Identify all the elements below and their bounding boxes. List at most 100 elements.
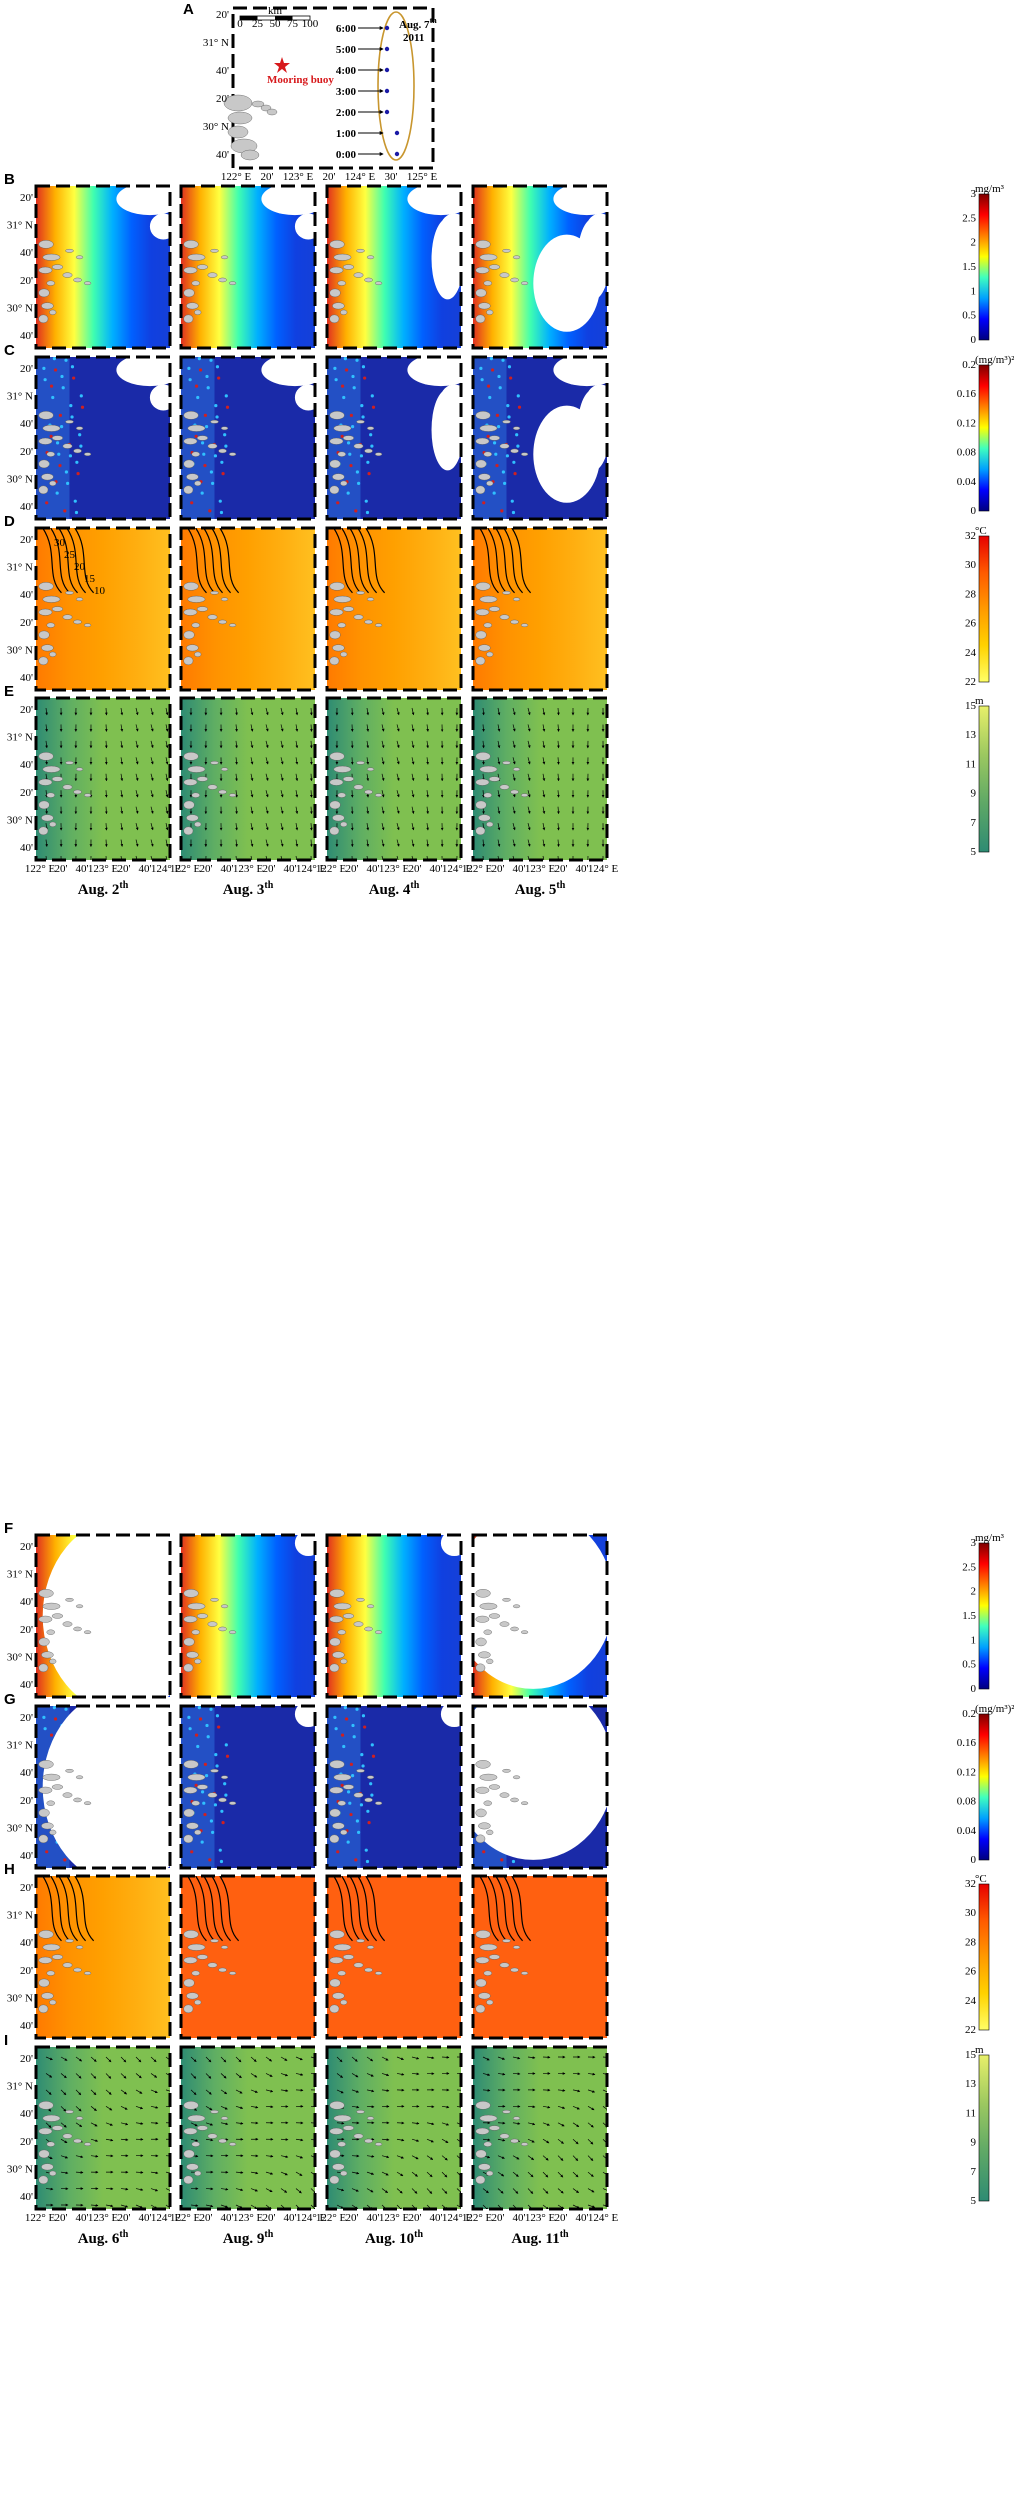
map-frame: [325, 1874, 463, 2040]
panel-a-lat-tick: 30° N: [203, 121, 229, 133]
lon-tick-label: 40': [284, 2212, 297, 2224]
colorbar-chl: [978, 193, 990, 341]
colorbar-tick-label: 11: [965, 758, 976, 770]
lat-tick-label: 20': [20, 1882, 33, 1894]
lat-tick-label: 40': [20, 1679, 33, 1691]
map-frame: [325, 2045, 463, 2211]
track-point: [384, 46, 390, 52]
lat-tick-label: 40': [20, 330, 33, 342]
colorbar-tick-label: 26: [965, 618, 977, 630]
colorbar-tick-label: 2.5: [962, 212, 976, 224]
lon-tick-label: 20': [118, 2212, 131, 2224]
lon-tick-label: 124° E: [442, 2212, 473, 2224]
panel-label-h: H: [4, 1861, 15, 1878]
lat-tick-label: 30° N: [7, 1992, 33, 2004]
map-frame: [325, 355, 463, 521]
map-frame: [471, 1874, 609, 2040]
lon-tick-label: 20': [492, 863, 505, 875]
lat-tick-label: 40': [20, 2020, 33, 2032]
lon-tick-label: 123° E: [379, 2212, 410, 2224]
colorbar-tick-label: 2: [971, 237, 977, 249]
lat-tick-label: 40': [20, 1767, 33, 1779]
lon-tick-label: 40': [367, 863, 380, 875]
colorbar-tick-label: 0: [971, 1683, 977, 1695]
track-point: [384, 25, 390, 31]
scalebar-tick: 75: [287, 18, 299, 30]
panel-a-lon-tick: 20': [323, 171, 336, 183]
lat-tick-label: 40': [20, 418, 33, 430]
lon-tick-label: 122° E: [316, 863, 347, 875]
lon-tick-label: 124° E: [151, 2212, 182, 2224]
colorbar-var: [978, 364, 990, 512]
lon-tick-label: 20': [555, 2212, 568, 2224]
map-frame: [471, 1533, 609, 1699]
lat-tick-label: 40': [20, 589, 33, 601]
panel-a-lon-tick: 30': [385, 171, 398, 183]
lat-tick-label: 20': [20, 704, 33, 716]
lon-tick-label: 40': [576, 2212, 589, 2224]
map-frame: [34, 696, 172, 862]
panel-a-islands: [223, 94, 278, 161]
panel-a-lat-tick: 40': [216, 65, 229, 77]
lon-tick-label: 20': [263, 2212, 276, 2224]
scalebar-tick: 0: [237, 18, 243, 30]
year-label: 2011: [403, 32, 424, 44]
panel-label-e: E: [4, 683, 14, 700]
row-h: H 20' 31° N 40' 20' 30° N 40' °C32 30 28 26 24 22: [4, 1861, 990, 2040]
colorbar-unit: °C: [975, 1873, 987, 1885]
time-label: 3:00: [336, 86, 357, 98]
lon-tick-label: 124° E: [588, 863, 619, 875]
lon-tick-label: 40': [221, 863, 234, 875]
colorbar-tick-label: 28: [965, 1936, 977, 1948]
lat-tick-label: 40': [20, 759, 33, 771]
track-point: [384, 67, 390, 73]
lon-tick-label: 20': [409, 2212, 422, 2224]
map-frame: [34, 1533, 172, 1699]
colorbar-tick-label: 3: [971, 188, 977, 200]
colorbar-tick-label: 30: [965, 1907, 977, 1919]
lon-tick-label: 20': [118, 863, 131, 875]
lat-tick-label: 31° N: [7, 732, 33, 744]
lat-tick-label: 40': [20, 1596, 33, 1608]
panel-a-lon-tick: 125° E: [407, 171, 438, 183]
map-frame: [179, 355, 317, 521]
colorbar-tick-label: 0.04: [957, 1825, 977, 1837]
lon-tick-label: 40': [430, 2212, 443, 2224]
row-f: F 20' 31° N 40' 20' 30° N 40' mg/m³3 2.5 2 1.5 1 0.5…: [4, 1520, 1005, 1699]
colorbar-tick-label: 22: [965, 676, 976, 688]
lon-tick-label: 40': [367, 2212, 380, 2224]
row-d: D20'31° N40'20'30° N40'°C323028262422302…: [4, 513, 990, 692]
colorbar-tick-label: 0.5: [962, 310, 976, 322]
map-frame: [179, 1533, 317, 1699]
colorbar-unit: (mg/m³)²: [975, 1703, 1014, 1715]
lon-tick-label: 123° E: [379, 863, 410, 875]
time-label: 2:00: [336, 107, 357, 119]
lon-tick-label: 20': [409, 863, 422, 875]
time-label: 4:00: [336, 65, 357, 77]
lat-tick-label: 40': [20, 842, 33, 854]
colorbar-unit: °C: [975, 525, 987, 537]
panel-label-b: B: [4, 171, 15, 188]
colorbar-tick-label: 32: [965, 530, 976, 542]
colorbar-unit: mg/m³: [975, 183, 1005, 195]
row-g: G 20' 31° N 40' 20' 30° N 40' (mg/m³)²0.2 0.16 0.…: [4, 1691, 1014, 1870]
lon-tick-label: 40': [76, 2212, 89, 2224]
track-point: [384, 88, 390, 94]
colorbar-tick-label: 0.2: [962, 1708, 976, 1720]
lon-tick-label: 122° E: [25, 2212, 56, 2224]
lat-tick-label: 20': [20, 1712, 33, 1724]
lon-tick-label: 124° E: [296, 863, 327, 875]
map-frame: [325, 184, 463, 350]
colorbar-tick-label: 7: [971, 2166, 977, 2178]
map-frame: [471, 184, 609, 350]
map-frame: [34, 184, 172, 350]
colorbar-tick-label: 0.2: [962, 359, 976, 371]
lat-tick-label: 30° N: [7, 814, 33, 826]
map-frame: [34, 1874, 172, 2040]
lat-tick-label: 20': [20, 1795, 33, 1807]
lon-tick-label: 123° E: [88, 863, 119, 875]
lon-tick-label: 123° E: [525, 863, 556, 875]
lon-tick-label: 122° E: [25, 863, 56, 875]
lon-tick-label: 40': [221, 2212, 234, 2224]
